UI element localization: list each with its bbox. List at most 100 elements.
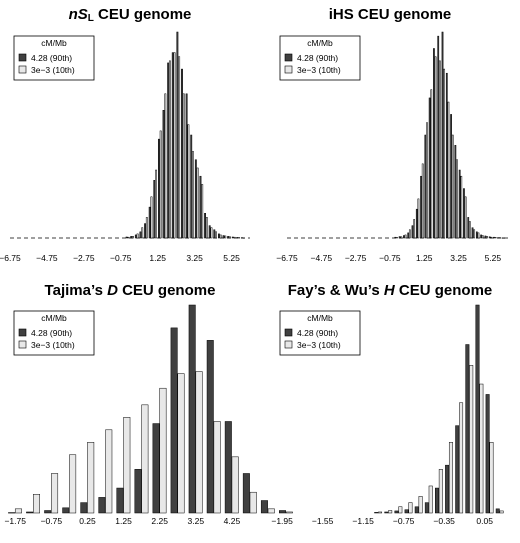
bar-low-recombination <box>479 383 484 514</box>
bar-low-recombination <box>132 236 134 239</box>
bar-high-recombination <box>445 464 450 514</box>
bar-low-recombination <box>477 232 480 239</box>
bar-high-recombination <box>98 497 106 514</box>
x-tick-label: 1.25 <box>115 516 132 526</box>
bar-high-recombination <box>471 227 474 239</box>
legend: cM/Mb 4.28 (90th) 3e−3 (10th) <box>13 35 95 81</box>
legend-label: 3e−3 (10th) <box>31 65 75 75</box>
x-tick-label: −0.75 <box>379 253 401 263</box>
chart-title: iHS CEU genome <box>329 6 452 23</box>
bar-high-recombination <box>125 236 128 239</box>
legend-box <box>279 310 361 356</box>
x-tick-label: −1.75 <box>4 516 26 526</box>
bar-low-recombination <box>438 469 443 514</box>
bar-high-recombination <box>62 507 70 514</box>
bar-low-recombination <box>51 473 59 514</box>
bar-high-recombination <box>153 180 156 239</box>
legend-title: cM/Mb <box>307 38 333 48</box>
bar-high-recombination <box>170 327 178 514</box>
bar-high-recombination <box>242 473 250 514</box>
bar-high-recombination <box>404 509 409 514</box>
bar-low-recombination <box>141 227 144 239</box>
legend-label: 4.28 (90th) <box>297 328 338 338</box>
bar-low-recombination <box>267 508 275 514</box>
bar-low-recombination <box>469 365 474 514</box>
bar-low-recombination <box>195 371 203 514</box>
legend: cM/Mb 4.28 (90th) 3e−3 (10th) <box>13 310 95 356</box>
bar-low-recombination <box>396 237 398 239</box>
bar-low-recombination <box>413 219 415 239</box>
bar-low-recombination <box>187 124 190 239</box>
bar-low-recombination <box>164 93 167 239</box>
bar-high-recombination <box>450 114 452 239</box>
bar-low-recombination <box>210 227 213 239</box>
legend: cM/Mb 4.28 (90th) 3e−3 (10th) <box>279 35 361 81</box>
legend: cM/Mb 4.28 (90th) 3e−3 (10th) <box>279 310 361 356</box>
bar-high-recombination <box>398 236 401 239</box>
x-tick-label: −2.75 <box>345 253 367 263</box>
bar-high-recombination <box>148 206 151 239</box>
bar-high-recombination <box>414 506 419 514</box>
bar-high-recombination <box>454 145 457 239</box>
bar-low-recombination <box>192 151 194 239</box>
bar-high-recombination <box>199 175 202 239</box>
bar-low-recombination <box>443 68 446 239</box>
legend-title: cM/Mb <box>307 313 333 323</box>
chart-title: Tajima’s D CEU genome <box>45 282 216 299</box>
bar-high-recombination <box>162 110 165 239</box>
bar-low-recombination <box>159 130 162 239</box>
bar-low-recombination <box>447 101 450 239</box>
x-tick-label: −1.15 <box>352 516 374 526</box>
bar-low-recombination <box>205 217 208 239</box>
bar-low-recombination <box>460 175 463 239</box>
bar-low-recombination <box>494 237 497 239</box>
legend-label: 4.28 (90th) <box>297 53 338 63</box>
bar-high-recombination <box>493 236 495 239</box>
chart-title-part: L <box>88 13 94 24</box>
legend-title: cM/Mb <box>41 313 67 323</box>
bar-high-recombination <box>231 236 234 239</box>
bar-low-recombination <box>448 442 453 514</box>
bar-low-recombination <box>178 56 181 239</box>
chart-panel-3: Tajima’s D CEU genome −1.75 −0.75 0.25 1.25 2… <box>4 282 293 526</box>
legend-label: 4.28 (90th) <box>31 53 72 63</box>
x-tick-label: 5.25 <box>485 253 502 263</box>
chart-title-part: CEU genome <box>94 6 192 23</box>
bar-low-recombination <box>145 217 148 239</box>
x-tick-label: 0.05 <box>476 516 493 526</box>
bar-low-recombination <box>196 167 199 239</box>
legend-box <box>13 310 95 356</box>
bar-high-recombination <box>227 236 230 239</box>
bar-low-recombination <box>378 511 383 514</box>
bar-low-recombination <box>438 60 441 239</box>
bar-low-recombination <box>249 491 257 514</box>
bar-high-recombination <box>152 423 160 514</box>
bar-low-recombination <box>224 235 227 239</box>
bar-high-recombination <box>116 487 124 514</box>
chart-title-part: CEU genome <box>118 282 216 299</box>
legend-box <box>279 35 361 81</box>
bar-low-recombination <box>155 169 157 239</box>
legend-label: 4.28 (90th) <box>31 328 72 338</box>
bar-high-recombination <box>394 236 397 239</box>
bar-high-recombination <box>213 229 216 239</box>
bar-high-recombination <box>458 169 461 239</box>
bar-low-recombination <box>242 237 245 239</box>
bar-low-recombination <box>388 510 393 514</box>
bar-low-recombination <box>503 237 506 239</box>
bar-low-recombination <box>473 229 476 239</box>
x-tick-label: 2.25 <box>151 516 168 526</box>
bar-high-recombination <box>501 237 504 239</box>
chart-title: Fay’s & Wu’s H CEU genome <box>288 282 493 299</box>
bar-low-recombination <box>400 236 403 239</box>
x-tick-label: 1.25 <box>416 253 433 263</box>
bar-high-recombination <box>455 425 460 514</box>
x-tick-label: 1.25 <box>149 253 166 263</box>
bar-high-recombination <box>130 236 133 239</box>
x-tick-label: −2.75 <box>73 253 95 263</box>
bar-high-recombination <box>222 235 225 239</box>
bar-low-recombination <box>421 163 424 239</box>
chart-panel-4: Fay’s & Wu’s H CEU genome −1.95 −1.55 −1.15… <box>271 282 504 526</box>
bar-high-recombination <box>167 62 170 239</box>
